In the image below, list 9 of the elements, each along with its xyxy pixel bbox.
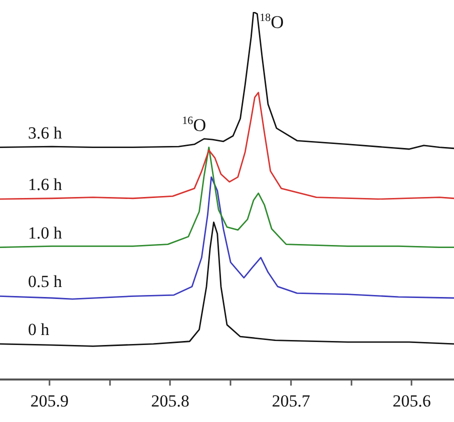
series-label: 3.6 h xyxy=(28,123,62,142)
x-tick-label: 205.8 xyxy=(151,391,190,410)
series-label: 1.0 h xyxy=(28,223,62,242)
series-label: 1.6 h xyxy=(28,175,62,194)
series-label: 0 h xyxy=(28,320,50,339)
x-tick-label: 205.9 xyxy=(30,391,69,410)
series-label: 0.5 h xyxy=(28,272,62,292)
x-tick-label: 205.7 xyxy=(272,391,311,410)
x-tick-label: 205.6 xyxy=(392,391,431,410)
